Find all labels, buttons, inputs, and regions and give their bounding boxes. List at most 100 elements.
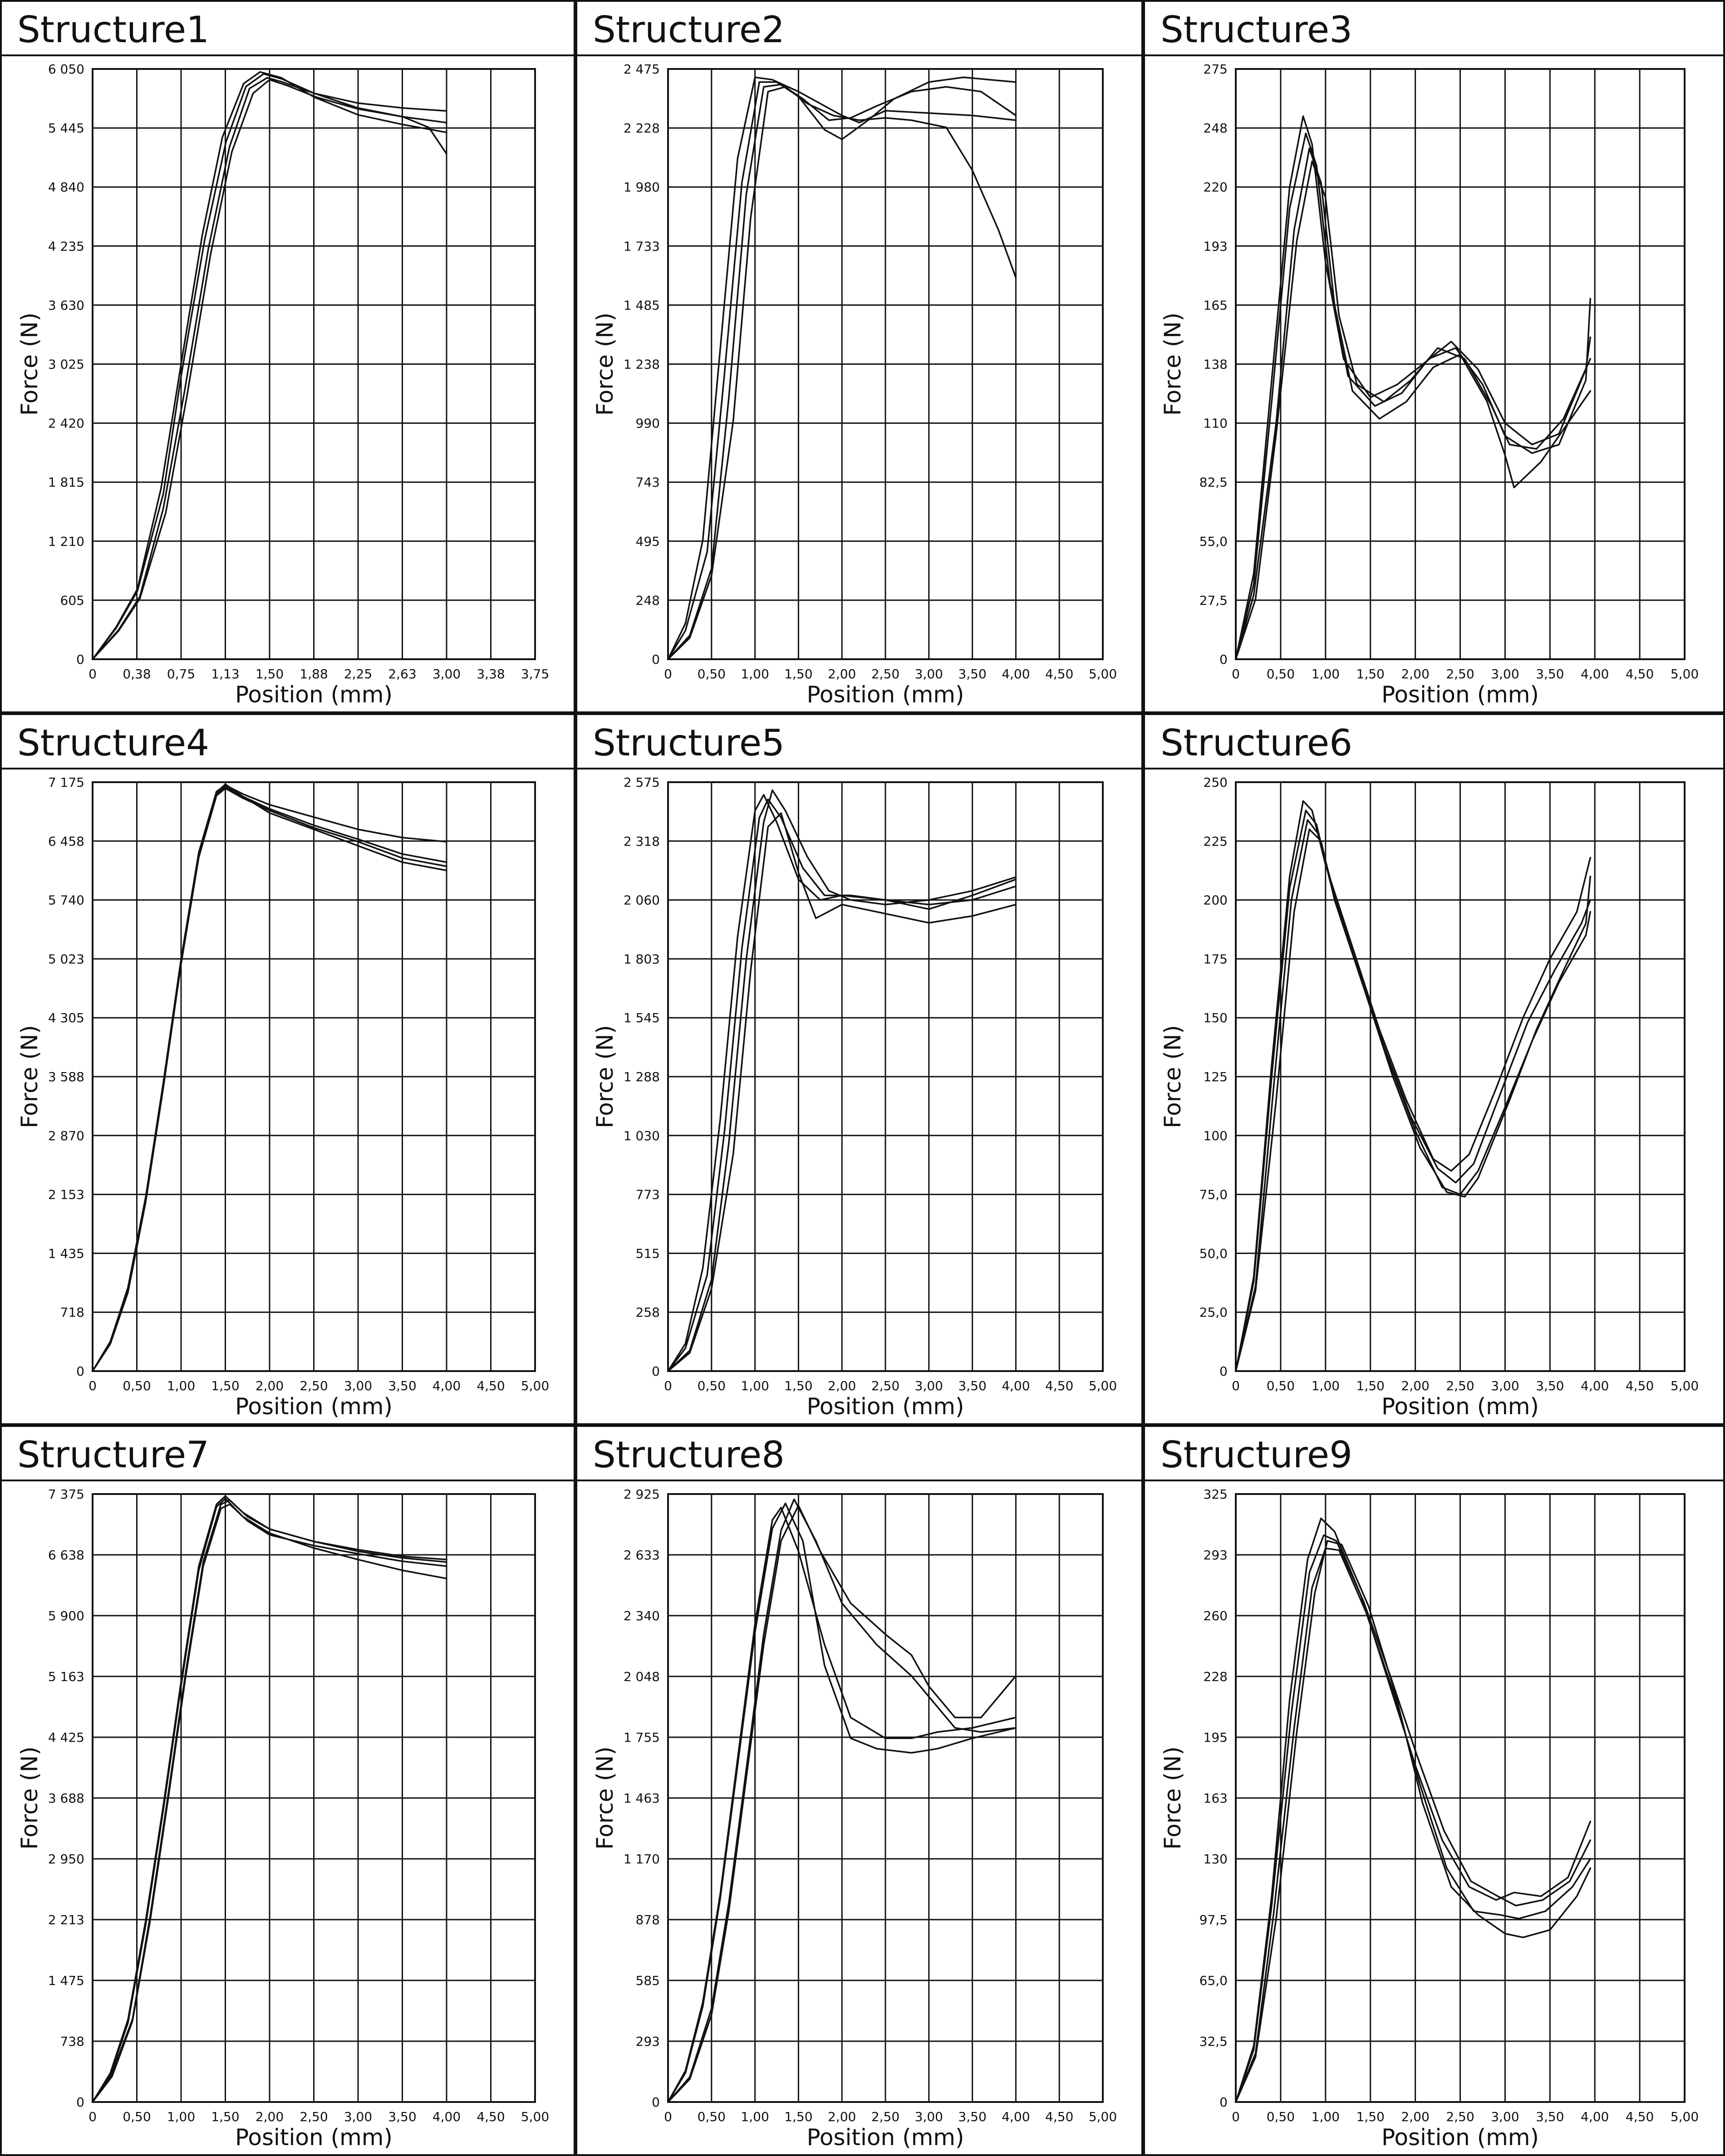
series-line-4 <box>92 787 447 1372</box>
y-tick-label: 228 <box>1204 1669 1228 1684</box>
y-tick-label: 220 <box>1204 180 1228 195</box>
y-tick-label: 4 425 <box>48 1730 84 1745</box>
x-tick-label: 3,50 <box>958 666 986 681</box>
y-tick-label: 4 840 <box>48 180 84 195</box>
chart-plot: 0 0,50 1,00 1,50 2,00 2,50 3,00 3,50 4,00 4,50 5,0… <box>577 1480 1141 2151</box>
chart-panel: Structure7 0 0,50 1,00 1,50 2,00 2,50 3,00 3,50 4… <box>0 1425 575 2156</box>
x-tick-label: 2,00 <box>828 666 856 681</box>
y-axis-title: Force (N) <box>16 313 43 416</box>
x-tick-label: 4,50 <box>1045 1378 1073 1393</box>
y-tick-label: 1 463 <box>624 1791 660 1806</box>
plot-frame <box>1235 1493 1686 2103</box>
y-axis-title: Force (N) <box>16 1746 43 1850</box>
x-tick-label: 3,50 <box>958 2109 986 2124</box>
y-tick-label: 250 <box>1204 775 1228 790</box>
x-tick-label: 5,00 <box>521 2109 549 2124</box>
y-tick-label: 1 170 <box>624 1852 660 1867</box>
series-line-4 <box>667 1504 1017 2103</box>
x-tick-label: 4,50 <box>1045 2109 1073 2124</box>
plot-frame <box>92 68 536 660</box>
chart-title: Structure4 <box>17 722 210 764</box>
x-tick-label: 3,00 <box>915 1378 943 1393</box>
x-tick-label: 4,00 <box>1581 666 1609 681</box>
x-tick-label: 0 <box>664 2109 672 2124</box>
x-tick-label: 1,50 <box>1356 2109 1385 2124</box>
chart-panel: Structure1 0 0,38 0,75 1,13 1,50 1,88 2,25 2,63 3… <box>0 0 575 713</box>
y-tick-label: 0 <box>652 652 660 667</box>
y-tick-label: 6 638 <box>48 1548 84 1563</box>
x-tick-label: 2,63 <box>388 666 416 681</box>
y-tick-label: 5 163 <box>48 1669 84 1684</box>
chart-panel: Structure8 0 0,50 1,00 1,50 2,00 2,50 3,00 3,50 4… <box>575 1425 1143 2156</box>
x-tick-label: 1,00 <box>167 2109 195 2124</box>
y-tick-label: 110 <box>1204 416 1228 431</box>
y-tick-label: 1 980 <box>624 180 660 195</box>
y-tick-label: 6 458 <box>48 834 84 849</box>
y-axis-title: Force (N) <box>592 1746 618 1850</box>
x-tick-label: 3,00 <box>344 1378 372 1393</box>
x-tick-label: 0,50 <box>1267 1378 1295 1393</box>
y-tick-label: 75,0 <box>1199 1187 1228 1202</box>
series-line-1 <box>1235 115 1592 660</box>
x-tick-label: 3,00 <box>344 2109 372 2124</box>
x-tick-label: 2,50 <box>300 1378 328 1393</box>
series-line-1 <box>667 794 1017 1372</box>
x-tick-label: 1,50 <box>784 1378 812 1393</box>
y-tick-label: 0 <box>76 2095 84 2110</box>
x-tick-label: 1,50 <box>211 1378 239 1393</box>
y-tick-label: 1 815 <box>48 475 84 490</box>
x-tick-label: 0,50 <box>1267 2109 1295 2124</box>
x-tick-label: 3,00 <box>432 666 461 681</box>
chart-title: Structure7 <box>17 1434 210 1476</box>
y-tick-label: 2 950 <box>48 1852 84 1867</box>
x-tick-label: 3,50 <box>1536 2109 1564 2124</box>
y-tick-label: 82,5 <box>1199 475 1228 490</box>
y-tick-label: 150 <box>1204 1010 1228 1025</box>
x-tick-label: 1,00 <box>741 2109 769 2124</box>
y-tick-label: 193 <box>1204 239 1228 254</box>
y-tick-label: 2 228 <box>624 121 660 136</box>
series-line-1 <box>1235 1517 1592 2103</box>
y-tick-label: 258 <box>636 1305 660 1320</box>
plot-frame <box>667 781 1104 1372</box>
y-tick-label: 5 900 <box>48 1608 84 1623</box>
series-line-2 <box>1235 809 1592 1372</box>
y-tick-label: 2 153 <box>48 1187 84 1202</box>
x-tick-label: 2,00 <box>828 1378 856 1393</box>
y-axis-title: Force (N) <box>1160 1746 1186 1850</box>
y-axis-title: Force (N) <box>16 1025 43 1128</box>
y-tick-label: 27,5 <box>1199 593 1228 608</box>
y-tick-label: 1 755 <box>624 1730 660 1745</box>
y-tick-label: 1 545 <box>624 1010 660 1025</box>
x-tick-label: 1,00 <box>1312 666 1340 681</box>
x-tick-label: 2,50 <box>871 2109 899 2124</box>
y-tick-label: 2 318 <box>624 834 660 849</box>
plot-frame <box>1235 781 1686 1372</box>
y-tick-label: 2 633 <box>624 1548 660 1563</box>
y-tick-label: 200 <box>1204 893 1228 908</box>
series-line-2 <box>92 1498 447 2103</box>
y-tick-label: 605 <box>60 593 84 608</box>
series-line-4 <box>1235 828 1592 1372</box>
y-tick-label: 1 210 <box>48 534 84 549</box>
x-tick-label: 0,50 <box>123 2109 151 2124</box>
x-tick-label: 2,50 <box>1446 2109 1474 2124</box>
y-tick-label: 7 375 <box>48 1487 84 1502</box>
x-tick-label: 3,75 <box>521 666 549 681</box>
series-line-4 <box>1235 1540 1592 2103</box>
x-tick-label: 1,00 <box>1312 2109 1340 2124</box>
plot-frame <box>667 1493 1104 2103</box>
x-axis-title: Position (mm) <box>1381 2124 1539 2151</box>
x-tick-label: 2,50 <box>871 666 899 681</box>
chart-panel: Structure2 0 0,50 1,00 1,50 2,00 2,50 3,00 3,50 4… <box>575 0 1143 713</box>
chart-plot: 0 0,50 1,00 1,50 2,00 2,50 3,00 3,50 4,00 4,50 5,0… <box>1145 1480 1723 2151</box>
y-tick-label: 97,5 <box>1199 1912 1228 1927</box>
y-tick-label: 2 340 <box>624 1608 660 1623</box>
y-tick-label: 275 <box>1204 62 1228 77</box>
series-line-4 <box>667 812 1017 1372</box>
x-tick-label: 2,50 <box>1446 1378 1474 1393</box>
x-tick-label: 3,50 <box>1536 666 1564 681</box>
x-tick-label: 1,00 <box>741 666 769 681</box>
x-tick-label: 4,00 <box>1581 1378 1609 1393</box>
x-tick-label: 3,38 <box>477 666 505 681</box>
